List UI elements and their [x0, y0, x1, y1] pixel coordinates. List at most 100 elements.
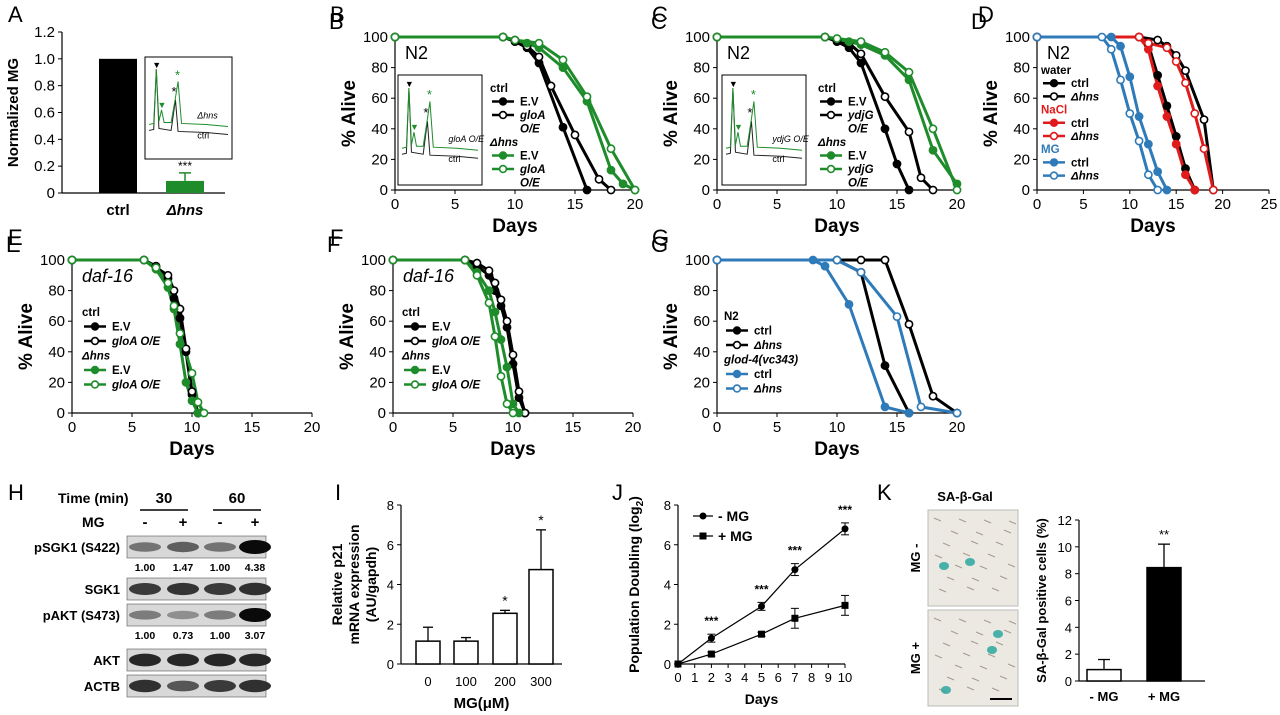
inset-label: Δhns: [196, 110, 218, 120]
data-point: [594, 174, 604, 184]
x-tick-label: 15: [889, 196, 906, 213]
legend-marker: [1049, 171, 1059, 180]
x-tick-label: 15: [567, 196, 584, 213]
legend-label: gloA: [519, 164, 546, 176]
peak-marker: ▼: [734, 122, 743, 132]
time-point: 30: [156, 490, 173, 507]
inset-label: ydjG O/E: [771, 134, 810, 144]
blot-band: [167, 610, 199, 620]
cell: [1003, 529, 1012, 534]
data-point: [388, 255, 398, 265]
data-point: [916, 402, 926, 412]
data-point: [791, 566, 799, 574]
legend-marker: [498, 97, 508, 106]
legend-marker: [90, 336, 100, 346]
x-axis-label: Days: [492, 216, 537, 237]
data-point: [928, 145, 938, 155]
blot-band: [239, 679, 271, 693]
legend-marker: [826, 164, 836, 174]
panel-letter-C: C: [651, 9, 667, 34]
x-tick-label: 15: [1168, 196, 1185, 213]
chart-F: 0 5 10 15 20 0 20 40 60 80 100 Days % Alive daf-16 ctr…: [337, 252, 641, 460]
peak-marker: ▼: [158, 100, 167, 110]
x-axis-label: Days: [490, 439, 535, 460]
data-point: [952, 185, 962, 195]
x-tick-label: 25: [1261, 196, 1278, 213]
blot-band: [167, 653, 199, 667]
y-tick-label: 12: [1058, 513, 1072, 528]
x-tick-label: 5: [773, 196, 781, 213]
chart-E: 0 5 10 15 20 0 20 40 60 80 100 Days % Alive daf-16 ctr…: [16, 252, 320, 460]
band-quant: 1.00: [210, 562, 231, 574]
panel-letter-F: F: [330, 225, 343, 250]
x-tick-label: 0: [424, 674, 431, 689]
data-point: [582, 92, 592, 102]
data-point: [1199, 115, 1209, 125]
data-point: [904, 67, 914, 77]
data-point: [163, 278, 173, 288]
data-point: [1143, 38, 1153, 48]
image-title: SA-β-Gal: [937, 489, 993, 504]
data-point: [880, 124, 890, 134]
data-point: [169, 301, 179, 311]
y-tick-label: 40: [369, 344, 386, 361]
band-quant: 3.07: [245, 630, 266, 642]
legend-label: E.V: [848, 97, 867, 109]
y-tick-label: 80: [48, 283, 65, 300]
inset-frame: [721, 74, 807, 186]
y-tick-label: 40: [693, 344, 710, 361]
y-tick-label: 60: [48, 313, 65, 330]
panel-letter-D: D: [971, 9, 987, 34]
data-point: [856, 49, 866, 59]
data-point: [1125, 72, 1135, 82]
data-point: [151, 263, 161, 273]
legend-marker: [826, 97, 836, 106]
data-point: [1134, 136, 1144, 146]
panel-letter-G: G: [651, 232, 668, 257]
data-point: [1106, 32, 1116, 42]
y-axis-label: Population Doubling (log2): [626, 496, 646, 673]
legend-group: NaCl: [1041, 105, 1067, 117]
data-point: [856, 267, 866, 277]
legend-marker: [732, 369, 742, 379]
legend-label: E.V: [520, 97, 539, 109]
cell: [983, 619, 992, 624]
y-axis-label: % Alive: [661, 80, 682, 147]
y-tick-label: 0: [1022, 182, 1030, 199]
data-point: [630, 185, 640, 195]
y-tick-label: 0: [1065, 674, 1072, 689]
legend-marker: [410, 336, 420, 346]
data-point: [490, 278, 500, 288]
data-point: [1143, 139, 1153, 149]
data-point: [707, 634, 715, 642]
peak-star: *: [751, 87, 756, 102]
cell: [942, 542, 951, 547]
data-point: [1143, 170, 1153, 180]
data-point: [820, 261, 830, 271]
y-tick-label: 20: [1013, 151, 1030, 168]
data-point: [1125, 109, 1135, 118]
blot-band: [167, 680, 199, 692]
y-tick-label: 60: [693, 313, 710, 330]
cell: [962, 652, 971, 657]
bar: [1086, 668, 1122, 682]
cell: [946, 576, 955, 581]
data-point: [1208, 185, 1218, 195]
data-point: [791, 614, 799, 622]
legend-label: E.V: [432, 322, 451, 334]
panel-letter-H: H: [8, 480, 24, 505]
y-tick-label: 100: [363, 29, 388, 46]
cell: [958, 518, 967, 523]
data-point: [712, 255, 722, 265]
data-point: [175, 329, 185, 338]
data-point: [502, 316, 512, 326]
x-tick-label: 0: [713, 196, 721, 213]
band-quant: 1.47: [173, 562, 194, 574]
time-point: 60: [229, 490, 246, 507]
band-quant: 4.38: [245, 562, 266, 574]
legend-label: O/E: [520, 124, 540, 136]
y-tick-label: 0.2: [34, 158, 55, 175]
x-tick-label: 10: [829, 196, 846, 213]
x-tick-label: 10: [507, 196, 524, 213]
